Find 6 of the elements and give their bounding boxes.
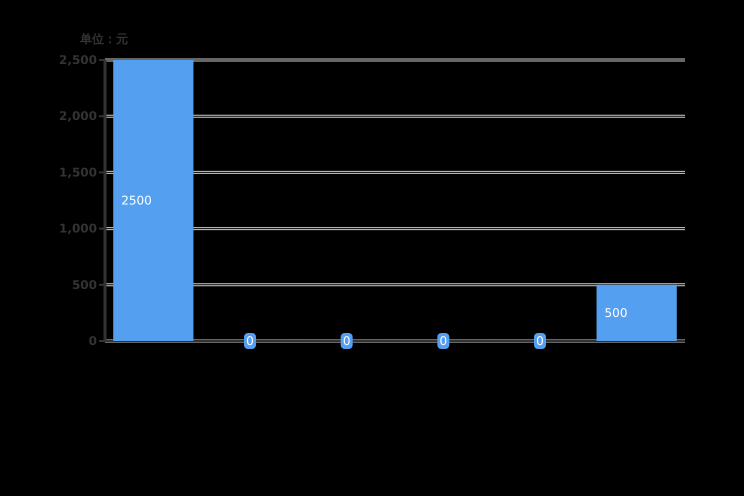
data-label: 0 bbox=[246, 334, 254, 348]
data-label: 0 bbox=[342, 334, 350, 348]
data-label: 0 bbox=[536, 334, 544, 348]
data-label: 500 bbox=[604, 306, 628, 320]
data-label: 0 bbox=[440, 334, 448, 348]
data-label: 2500 bbox=[121, 194, 152, 208]
